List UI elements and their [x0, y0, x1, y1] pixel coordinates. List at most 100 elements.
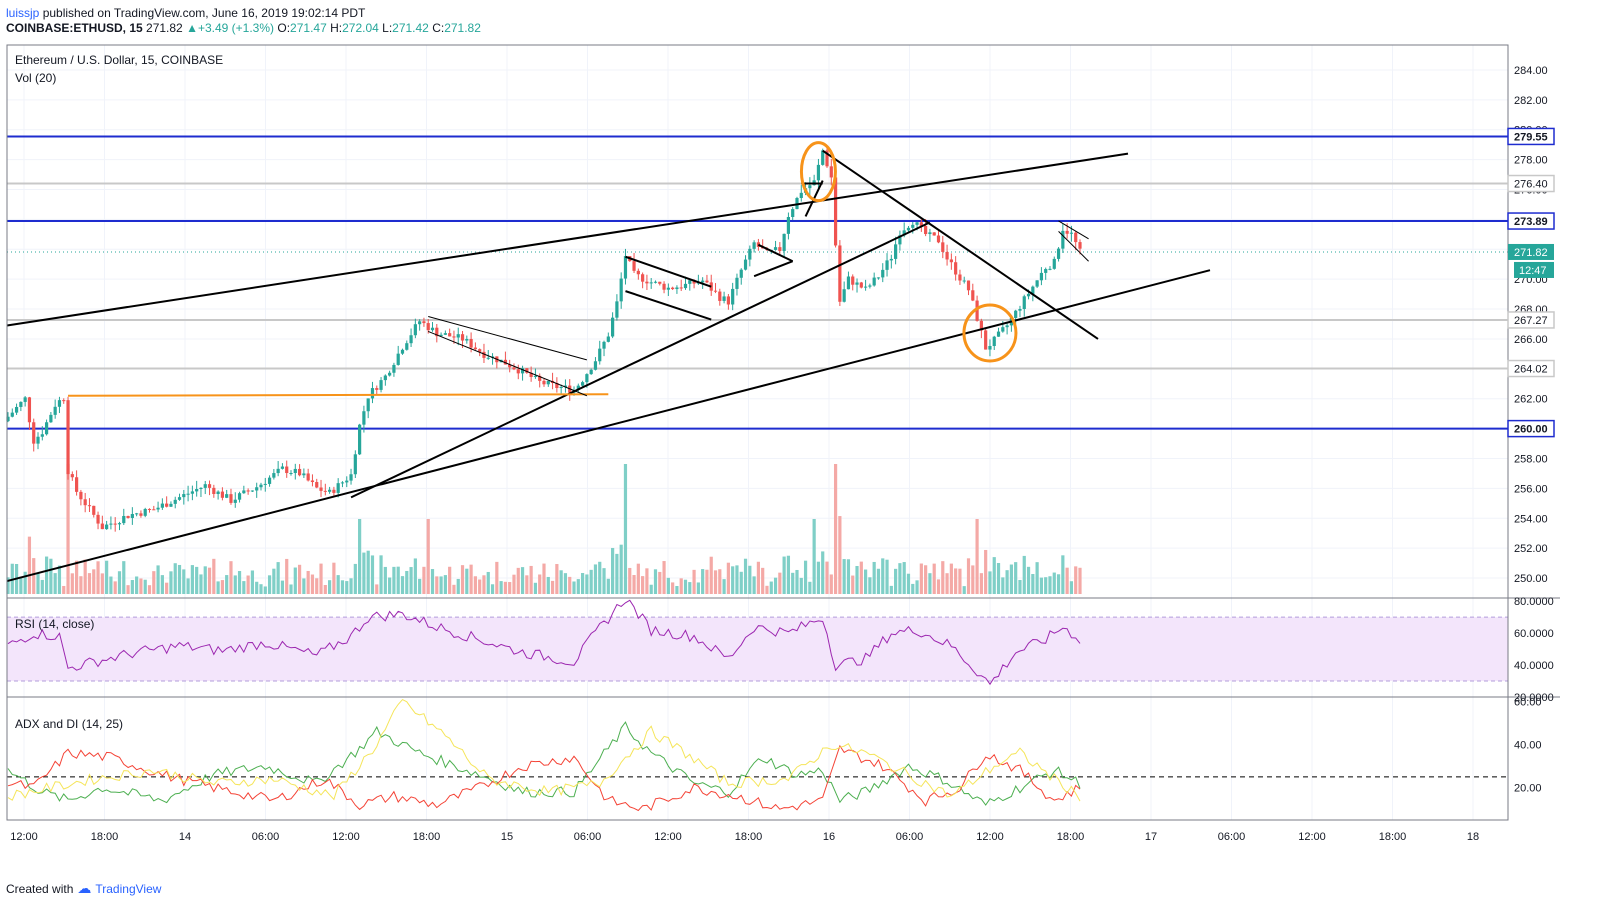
volume-bar: [358, 519, 362, 594]
candle-body: [297, 468, 302, 476]
volume-bar: [662, 561, 666, 594]
trend-line-drawings[interactable]: [6, 141, 1211, 583]
volume-bar: [139, 578, 143, 594]
candle-body: [580, 382, 585, 386]
candle-body: [529, 372, 533, 378]
candle-body: [345, 480, 349, 483]
candle-body: [173, 499, 177, 504]
volume-bar: [302, 578, 306, 594]
candle-body: [683, 283, 688, 289]
volume-bar: [975, 519, 979, 594]
candle-body: [293, 468, 297, 474]
volume-bar: [559, 570, 563, 594]
candle-body: [791, 209, 795, 217]
volume-bar: [679, 578, 683, 594]
volume-bar: [653, 569, 658, 594]
author-link[interactable]: luissjp: [6, 6, 40, 20]
volume-bar: [542, 563, 546, 594]
candle-body: [881, 269, 885, 278]
price-tick-label: 60.0000: [1514, 628, 1554, 640]
time-tick-label: 18:00: [91, 831, 119, 843]
candle-body: [1052, 258, 1056, 269]
flag-line: [1058, 220, 1089, 240]
candle-body: [310, 480, 315, 483]
candle-body: [585, 374, 589, 383]
volume-bar: [833, 464, 838, 594]
volume-bar: [100, 573, 104, 594]
candle-body: [915, 222, 919, 225]
pane-frames: [6, 44, 1560, 821]
volume-bar: [593, 564, 598, 594]
flag-line: [428, 316, 588, 361]
candle-body: [195, 489, 199, 492]
candle-body: [332, 489, 336, 493]
price-tick-label: 40.0000: [1514, 660, 1554, 672]
volume-bar: [765, 585, 769, 594]
volume-bar: [396, 566, 400, 594]
volume-bar: [173, 563, 177, 594]
candle-body: [1031, 286, 1035, 294]
volume-bar: [456, 578, 460, 594]
volume-bar: [418, 578, 422, 594]
candle-body: [636, 270, 640, 275]
volume-bar: [683, 579, 688, 594]
candle-body: [366, 398, 370, 412]
volume-bar: [310, 574, 315, 594]
level-tag: [1507, 174, 1555, 193]
level-tag: [1507, 419, 1555, 438]
last-price-tag: [1508, 243, 1554, 260]
tradingview-logo-icon: ☁: [77, 880, 92, 896]
volume-bar: [520, 567, 525, 594]
volume-bar: [392, 566, 396, 594]
candle-body: [821, 150, 825, 165]
candle-body: [611, 317, 615, 337]
candle-body: [1056, 248, 1061, 259]
volume-bar: [580, 573, 585, 594]
candle-body: [276, 468, 280, 474]
volume-bar: [122, 561, 126, 594]
volume-bar: [996, 563, 1001, 594]
volume-bar: [117, 571, 122, 594]
flag-line: [428, 331, 588, 397]
price-tick-label: 258.00: [1514, 454, 1548, 466]
volume-bar: [1052, 572, 1056, 594]
volume-bar: [671, 582, 675, 594]
volume-bar: [1048, 576, 1052, 594]
time-tick-label: 12:00: [332, 831, 360, 843]
volume-bar: [1074, 566, 1078, 594]
volume-bar: [435, 576, 439, 594]
candle-body: [833, 177, 838, 246]
candle-body: [512, 367, 516, 370]
candle-body: [623, 256, 628, 279]
level-tag-label: 267.27: [1514, 315, 1548, 327]
created-with-label: Created with: [6, 881, 74, 896]
volume-bar: [731, 566, 735, 594]
candle-body: [469, 338, 473, 348]
candle-body: [113, 523, 117, 525]
candle-body: [902, 230, 906, 236]
candle-body: [645, 281, 649, 284]
adx-legend: ADX and DI (14, 25): [15, 717, 123, 731]
candle-body: [105, 524, 109, 530]
candle-body: [259, 484, 263, 488]
volume-bar: [1035, 562, 1039, 594]
candle-body: [743, 259, 748, 270]
volume-bar: [439, 576, 443, 594]
volume-bar: [70, 573, 74, 594]
volume-bar: [66, 464, 70, 594]
volume-bar: [165, 582, 169, 594]
candle-body: [859, 282, 863, 288]
countdown-label: 12:47: [1519, 265, 1547, 277]
candle-body: [375, 388, 379, 390]
volume-bar: [413, 558, 417, 594]
tradingview-brand[interactable]: TradingView: [95, 881, 162, 896]
candle-body: [92, 505, 96, 515]
candle-body: [165, 503, 169, 507]
candle-body: [593, 361, 598, 370]
candle-body: [49, 414, 53, 423]
candle-body: [1039, 272, 1044, 281]
candle-body: [207, 484, 212, 488]
volume-bar: [1018, 579, 1022, 594]
volume-bar: [508, 582, 512, 594]
